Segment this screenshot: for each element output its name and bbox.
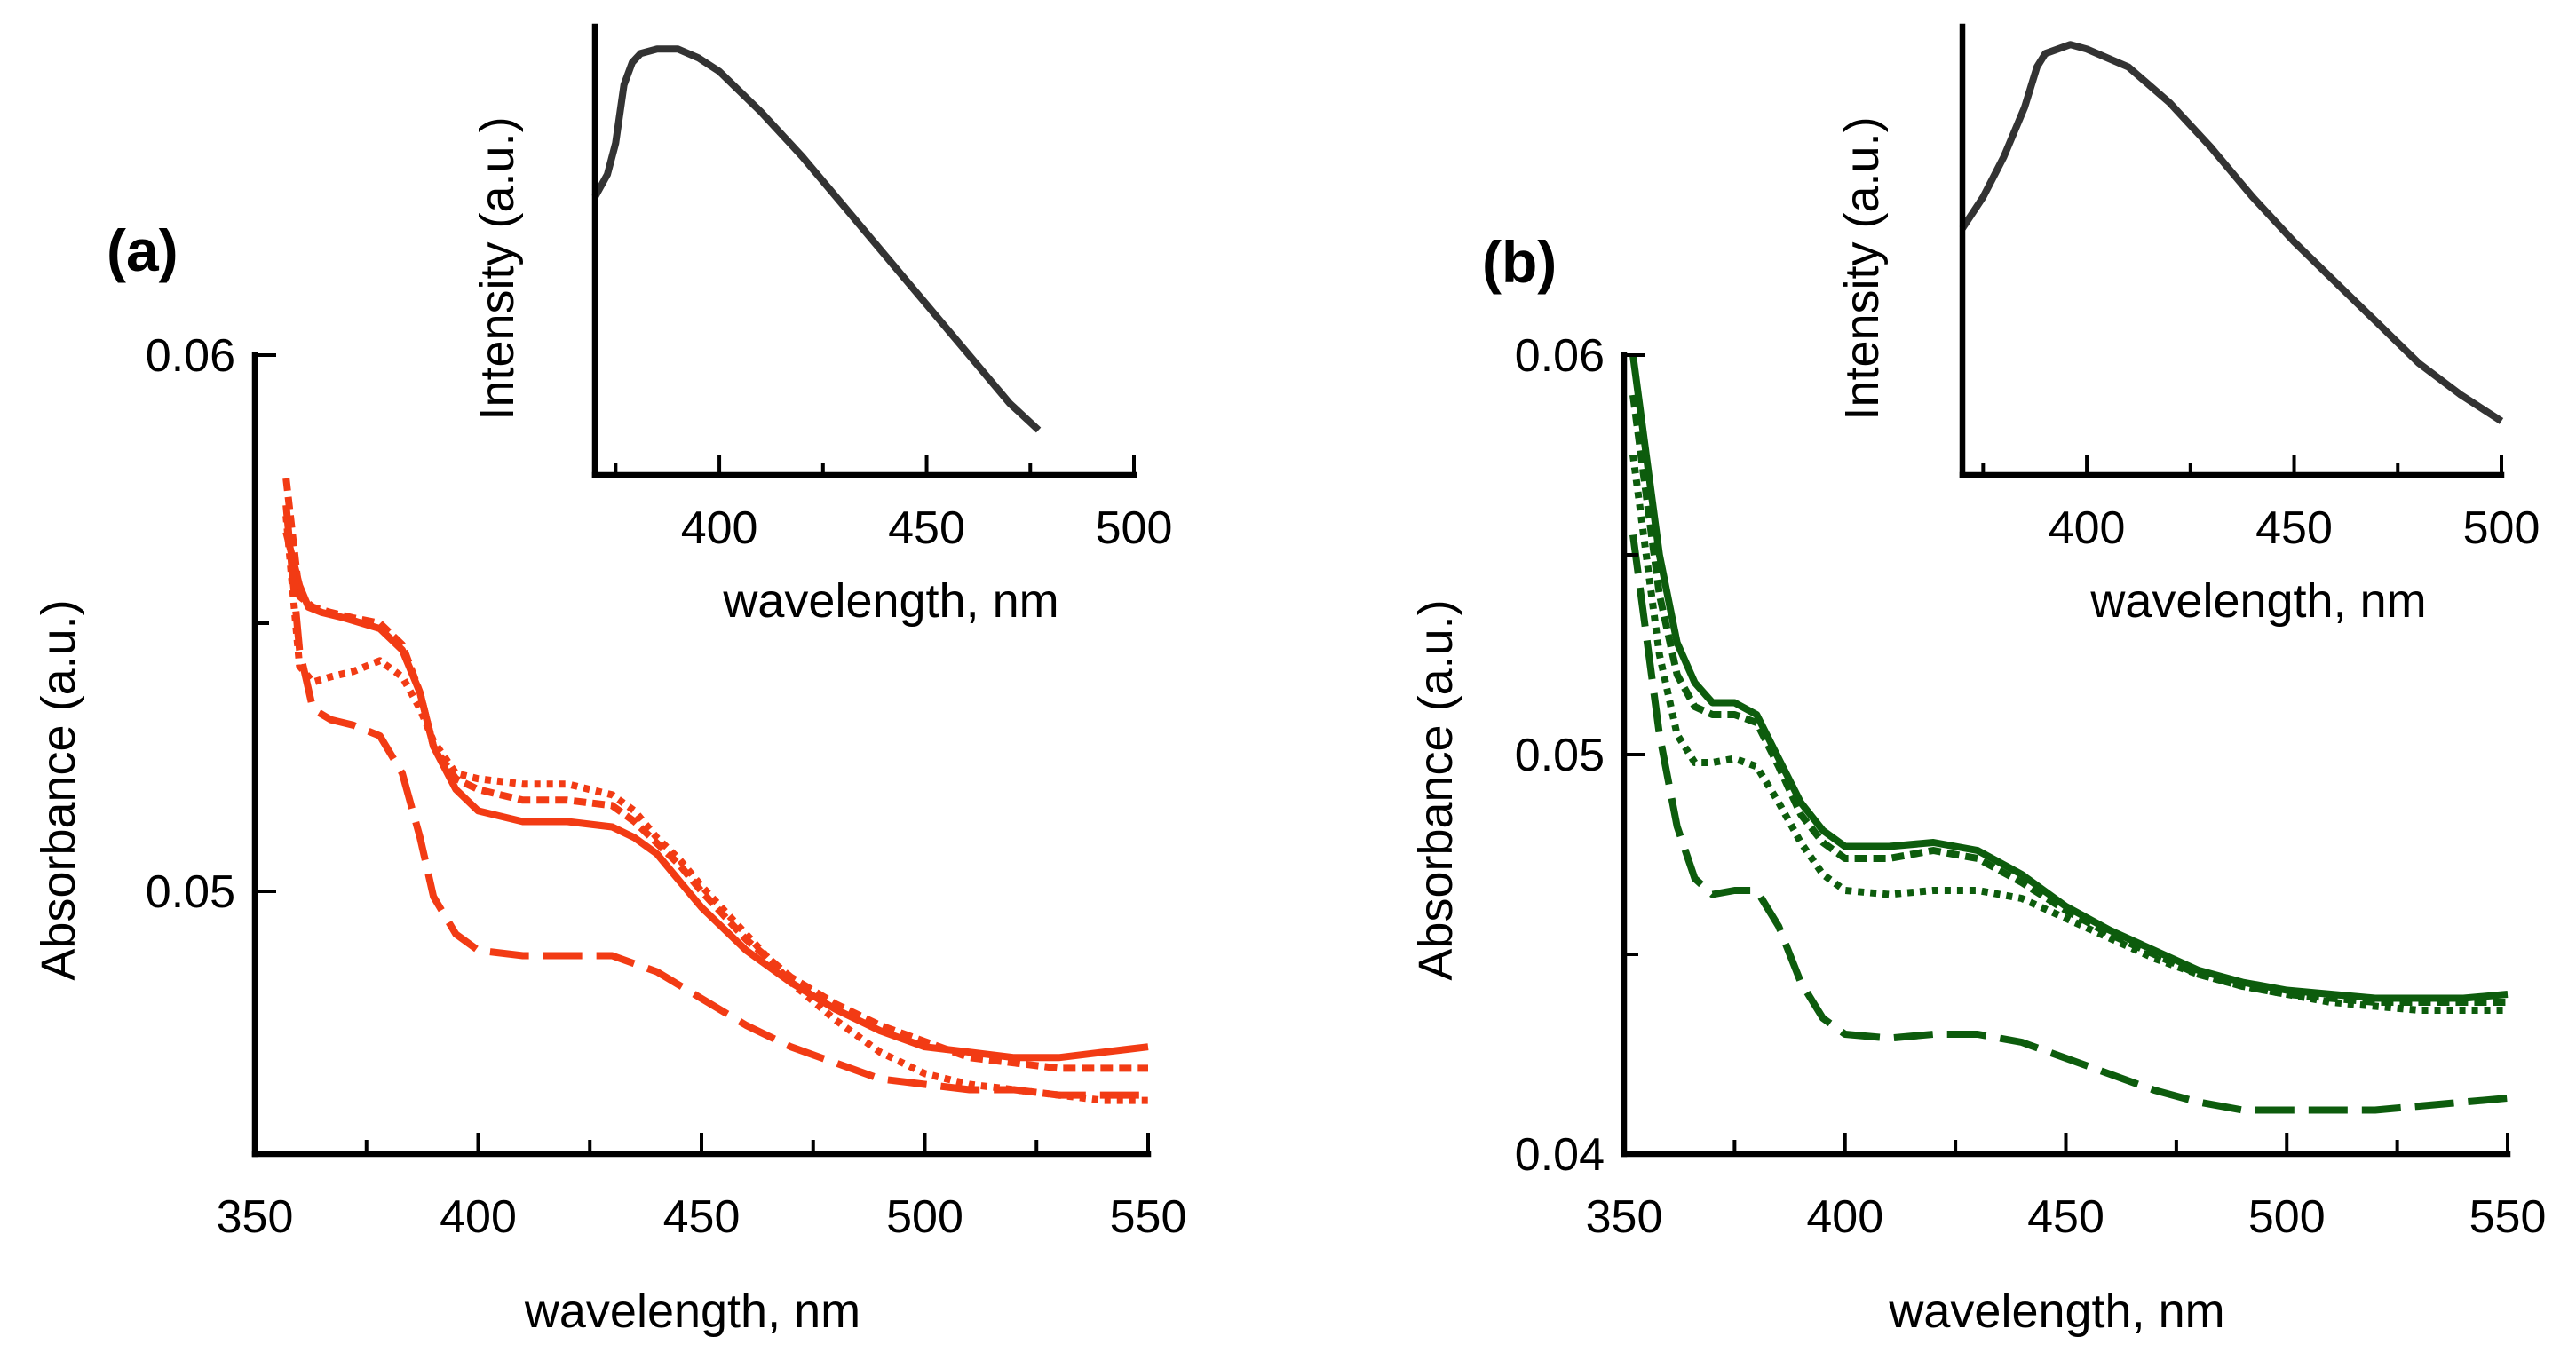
panel-label: (b) [1482,229,1557,295]
inset-series-line [1959,41,2504,424]
series-line-short-dash [1629,394,2508,1006]
series-line-dotted [1629,454,2508,1014]
inset-chart: 400 450 500 wavelength, nm Intensity (a.u.) [471,23,1173,628]
x-axis-label: wavelength, nm [1888,1285,2224,1338]
series-line-long-dash [282,504,1148,1099]
inset-x-tick-label: 450 [2255,502,2333,554]
y-tick-label: 0.06 [1515,330,1605,382]
x-tick-label: 500 [2248,1191,2326,1243]
inset-x-tick-label: 450 [888,502,965,554]
y-axis-label: Absorbance (a.u.) [32,599,85,980]
chart-panel-a: (a) 350 400 450 500 550 0.05 0.06 wavelength, nm… [32,23,1187,1338]
inset-x-tick-label: 400 [681,502,758,554]
y-tick-label: 0.05 [146,866,235,918]
inset-x-axis-label: wavelength, nm [722,574,1058,628]
inset-chart: 400 450 500 wavelength, nm Intensity (a.u.) [1835,23,2540,628]
series-line-short-dash [282,478,1148,1072]
x-axis-label: wavelength, nm [524,1285,860,1338]
inset-x-axis-label: wavelength, nm [2089,574,2426,628]
panel-label: (a) [107,217,178,283]
y-axis-label: Absorbance (a.u.) [1409,599,1462,980]
x-tick-label: 400 [440,1191,517,1243]
inset-x-tick-label: 500 [1096,502,1173,554]
x-tick-label: 550 [2469,1191,2547,1243]
chart-panel-b: (b) 350 400 450 500 550 0.04 0.05 0.06 wavelength… [1409,23,2547,1338]
x-tick-label: 350 [1586,1191,1663,1243]
inset-series-line [591,45,1042,433]
x-tick-label: 400 [1806,1191,1883,1243]
y-tick-label: 0.06 [146,330,235,382]
inset-y-axis-label: Intensity (a.u.) [1835,116,1889,420]
y-tick-label: 0.04 [1515,1129,1605,1181]
x-tick-label: 350 [217,1191,294,1243]
series-line-solid [1629,354,2509,1002]
inset-x-tick-label: 400 [2049,502,2126,554]
x-tick-label: 500 [886,1191,963,1243]
inset-y-axis-label: Intensity (a.u.) [471,116,524,420]
series-line-long-dash [1629,534,2509,1114]
series-line-dotted [282,515,1148,1104]
x-tick-label: 550 [1110,1191,1187,1243]
inset-x-tick-label: 500 [2463,502,2540,554]
x-tick-label: 450 [2027,1191,2104,1243]
x-tick-label: 450 [663,1191,741,1243]
y-tick-label: 0.05 [1515,730,1605,781]
